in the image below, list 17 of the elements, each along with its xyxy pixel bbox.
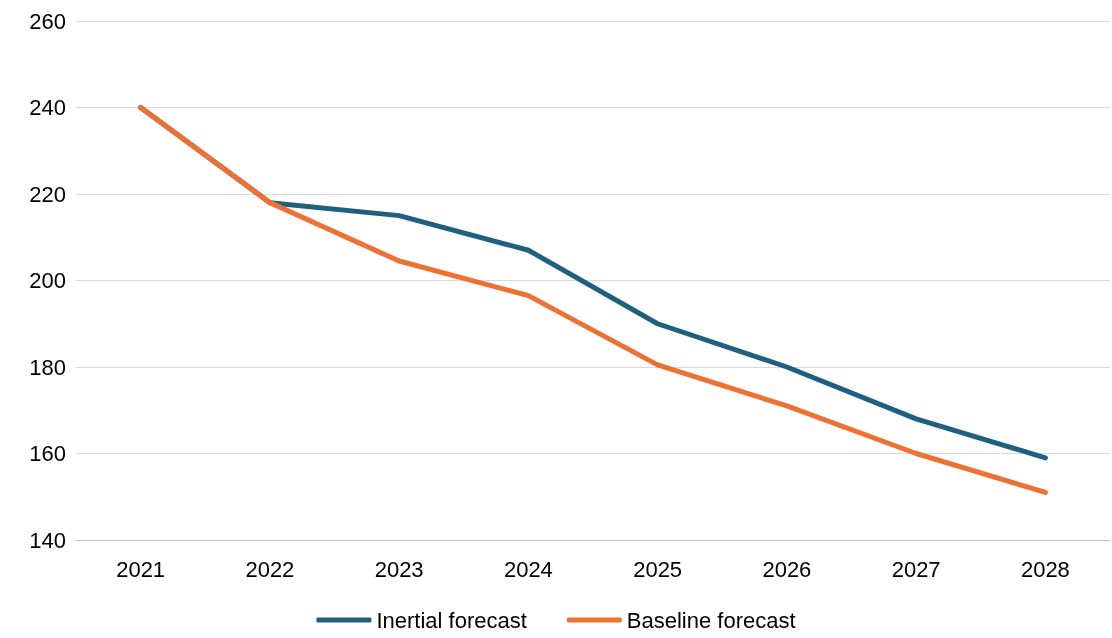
x-tick-label: 2023 bbox=[374, 556, 424, 582]
y-tick-label: 180 bbox=[29, 354, 66, 380]
y-tick-label: 240 bbox=[29, 95, 66, 120]
x-tick-label: 2022 bbox=[245, 556, 295, 582]
x-tick-label: 2026 bbox=[762, 556, 812, 582]
x-tick-label: 2028 bbox=[1020, 556, 1070, 582]
y-tick-label: 140 bbox=[29, 527, 66, 553]
x-tick-label: 2024 bbox=[503, 556, 553, 582]
x-tick-label: 2027 bbox=[891, 556, 941, 582]
y-tick-label: 200 bbox=[29, 268, 66, 293]
y-tick-label: 160 bbox=[29, 441, 66, 466]
legend-label: Inertial forecast bbox=[376, 607, 527, 633]
x-tick-label: 2021 bbox=[116, 556, 166, 582]
y-tick-label: 220 bbox=[29, 181, 66, 207]
x-tick-label: 2025 bbox=[633, 556, 683, 582]
legend-label: Baseline forecast bbox=[626, 607, 796, 633]
y-tick-label: 260 bbox=[29, 8, 66, 34]
